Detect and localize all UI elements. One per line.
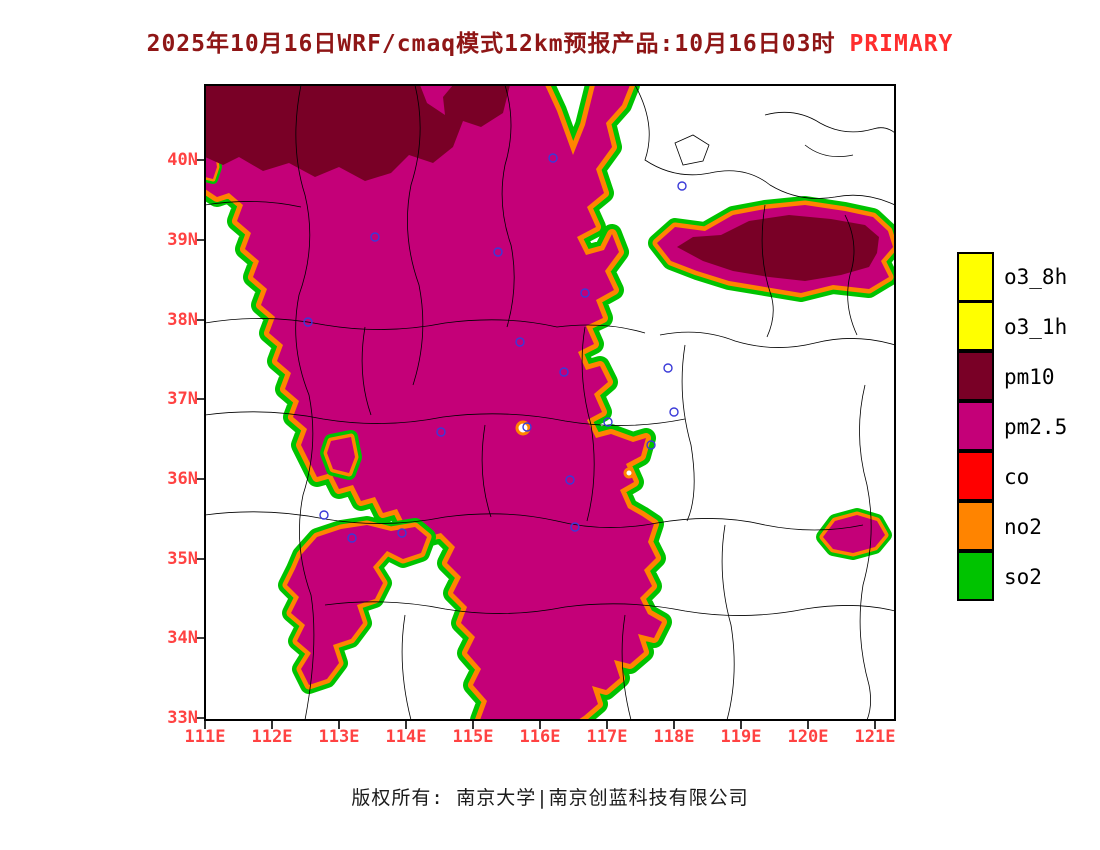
legend-label-no2: no2	[1004, 515, 1042, 539]
x-tick-label: 121E	[854, 727, 896, 747]
x-tick-label: 120E	[787, 727, 829, 747]
y-tick-label: 35N	[167, 549, 198, 569]
map-border	[204, 84, 896, 721]
city-marker	[646, 440, 656, 450]
city-marker	[493, 247, 503, 257]
legend-swatch-co	[957, 451, 994, 501]
forecast-title-text: 2025年10月16日WRF/cmaq模式12km预报产品:10月16日03时	[146, 31, 836, 57]
city-marker	[677, 181, 687, 191]
pm10-core-east	[677, 215, 879, 281]
city-marker	[319, 510, 329, 520]
city-marker	[565, 475, 575, 485]
city-marker	[663, 363, 673, 373]
legend-row-co: co	[957, 451, 1067, 502]
pollutant-type-label: PRIMARY	[849, 31, 954, 57]
pm10-region-east	[657, 205, 893, 293]
forecast-map	[196, 84, 896, 729]
boundary-lines-horizontal	[205, 201, 895, 616]
x-tick-label: 114E	[385, 727, 427, 747]
legend-label-o3-1h: o3_1h	[1004, 315, 1068, 339]
y-tick-label: 36N	[167, 469, 198, 489]
legend-row-pm10: pm10	[957, 351, 1067, 402]
legend-label-o3-8h: o3_8h	[1004, 265, 1068, 289]
city-marker	[669, 407, 679, 417]
city-marker	[370, 232, 380, 242]
city-marker	[303, 317, 313, 327]
y-tick-label: 40N	[167, 150, 198, 170]
city-marker	[515, 337, 525, 347]
y-tick-label: 33N	[167, 708, 198, 728]
legend-swatch-so2	[957, 551, 994, 601]
pm10-region-northwest	[205, 85, 510, 181]
city-markers	[303, 153, 687, 543]
copyright-text: 版权所有: 南京大学|南京创蓝科技有限公司	[351, 787, 749, 809]
x-tick-label: 111E	[184, 727, 226, 747]
legend-swatch-pm10	[957, 351, 994, 401]
x-tick-label: 116E	[519, 727, 561, 747]
pm25-region-southeast	[823, 515, 885, 553]
city-marker	[580, 288, 590, 298]
legend-swatch-pm25	[957, 401, 994, 451]
city-marker	[559, 367, 569, 377]
y-tick-label: 37N	[167, 389, 198, 409]
city-marker	[397, 528, 407, 538]
city-marker	[603, 417, 613, 427]
legend-row-pm25: pm2.5	[957, 401, 1068, 452]
city-marker	[570, 522, 580, 532]
pm25-region-main	[205, 85, 662, 720]
x-tick-label: 113E	[318, 727, 360, 747]
city-marker	[436, 427, 446, 437]
city-marker	[548, 153, 558, 163]
legend-swatch-o3-1h	[957, 301, 994, 351]
x-tick-label: 118E	[653, 727, 695, 747]
y-tick-label: 38N	[167, 310, 198, 330]
city-marker	[522, 422, 532, 432]
clean-air-hole	[623, 467, 635, 479]
forecast-map-canvas	[196, 84, 896, 729]
legend-row-so2: so2	[957, 551, 1067, 602]
x-tick-label: 115E	[452, 727, 494, 747]
pm25-region-southwest	[287, 525, 427, 685]
axis-ticks	[196, 159, 876, 729]
legend-label-pm10: pm10	[1004, 365, 1055, 389]
map-fill-layer	[205, 85, 895, 720]
legend-label-co: co	[1004, 465, 1030, 489]
x-tick-label: 112E	[251, 727, 293, 747]
x-tick-label: 117E	[586, 727, 628, 747]
page-title: 2025年10月16日WRF/cmaq模式12km预报产品:10月16日03时 P…	[0, 24, 1100, 58]
boundary-lines-coast	[634, 85, 895, 720]
legend-row-no2: no2	[957, 501, 1067, 552]
legend-label-so2: so2	[1004, 565, 1042, 589]
y-tick-label: 39N	[167, 230, 198, 250]
legend-swatch-o3-8h	[957, 252, 994, 302]
pm25-region-west-small	[327, 437, 355, 473]
legend-label-pm25: pm2.5	[1004, 415, 1068, 439]
province-boundaries	[205, 85, 895, 720]
legend-row-o3-8h: o3_8h	[957, 252, 1067, 302]
x-tick-label: 119E	[720, 727, 762, 747]
legend-swatch-no2	[957, 501, 994, 551]
boundary-lines-vertical	[295, 85, 735, 720]
pollutant-legend: o3_8h o3_1h pm10 pm2.5 co no2 so2	[957, 252, 1067, 602]
legend-row-o3-1h: o3_1h	[957, 301, 1068, 352]
y-tick-label: 34N	[167, 628, 198, 648]
city-marker	[347, 533, 357, 543]
